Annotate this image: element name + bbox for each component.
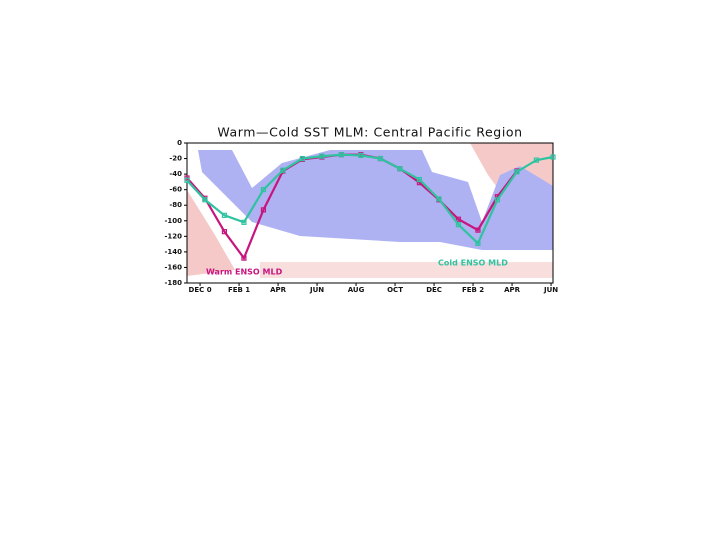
y-tick-label: -60: [169, 186, 182, 194]
x-tick-label: APR: [270, 286, 287, 294]
x-tick-label: JUN: [309, 286, 324, 294]
chart-title: Warm—Cold SST MLM: Central Pacific Regio…: [217, 125, 522, 140]
y-tick-label: 0: [177, 139, 182, 147]
y-tick-label: -80: [169, 201, 182, 209]
x-tick-label: FEB 1: [228, 286, 250, 294]
series-line: [186, 153, 554, 246]
x-tick-label: JUN: [543, 286, 558, 294]
data-point: [475, 227, 481, 233]
data-point: [550, 154, 556, 160]
y-tick-label: -120: [164, 232, 182, 240]
data-point: [475, 240, 481, 246]
data-point: [358, 152, 364, 159]
data-point: [338, 152, 345, 158]
data-point: [241, 219, 247, 225]
data-point: [260, 187, 267, 193]
data-point: [299, 155, 306, 162]
x-tick-label: AUG: [348, 286, 365, 294]
data-point: [436, 196, 442, 202]
y-tick-label: -180: [164, 279, 182, 287]
x-tick-label: DEC 0: [189, 286, 212, 294]
data-point: [377, 155, 384, 162]
data-point: [280, 167, 286, 173]
y-tick-label: -20: [169, 155, 182, 163]
data-point: [533, 157, 540, 163]
x-tick-label: DEC: [426, 286, 442, 294]
data-point: [184, 177, 190, 183]
data-point: [455, 222, 462, 228]
x-tick-label: OCT: [387, 286, 403, 294]
data-point: [202, 197, 208, 203]
y-tick-label: -40: [169, 170, 182, 178]
contour-fill: [187, 143, 553, 278]
data-point: [514, 169, 520, 175]
series-label: Warm ENSO MLD: [206, 268, 283, 277]
data-point: [416, 176, 423, 183]
data-point: [494, 197, 501, 203]
data-point: [221, 212, 228, 218]
x-tick-label: FEB 2: [462, 286, 484, 294]
data-point: [319, 153, 325, 159]
x-tick-label: APR: [504, 286, 521, 294]
y-tick-label: -160: [164, 263, 182, 271]
data-point: [260, 207, 267, 213]
y-tick-label: -140: [164, 248, 182, 256]
data-point: [241, 255, 247, 261]
plot-frame: [186, 142, 554, 284]
data-point: [455, 216, 462, 222]
series-label: Cold ENSO MLD: [438, 259, 508, 268]
y-tick-label: -100: [164, 217, 182, 225]
data-point: [397, 166, 403, 172]
data-point: [221, 229, 228, 235]
